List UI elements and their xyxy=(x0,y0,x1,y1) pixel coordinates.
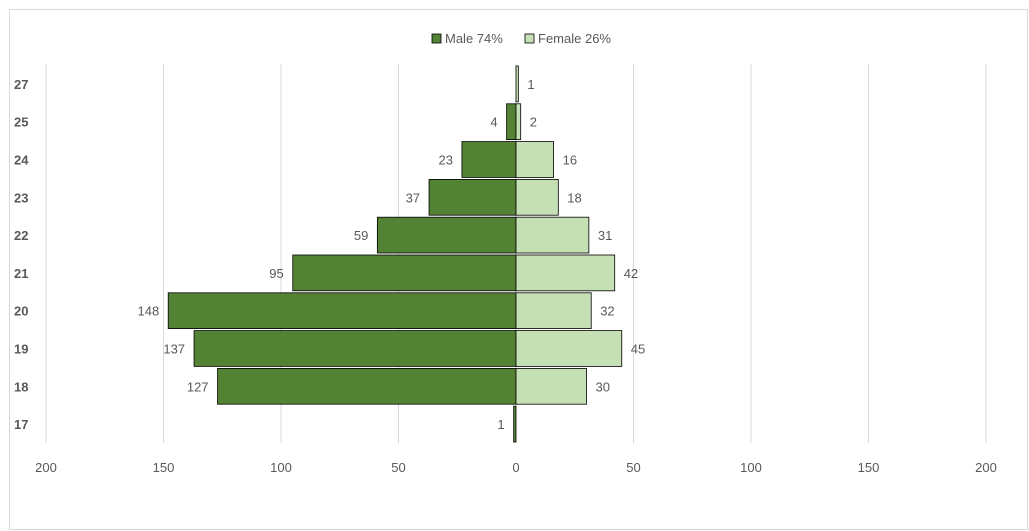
gridlines xyxy=(45,64,987,443)
y-category-label: 19 xyxy=(14,342,28,357)
male-bar xyxy=(292,254,517,292)
male-bar xyxy=(428,178,517,216)
y-category-label: 27 xyxy=(14,77,28,92)
x-tick-label: 50 xyxy=(626,460,640,475)
x-tick-label: 100 xyxy=(270,460,292,475)
male-data-label: 1 xyxy=(497,417,504,432)
male-data-label: 23 xyxy=(438,153,452,168)
x-tick-label: 200 xyxy=(975,460,997,475)
female-data-label: 1 xyxy=(527,77,534,92)
x-tick-label: 50 xyxy=(391,460,405,475)
female-data-label: 16 xyxy=(563,153,577,168)
male-data-label: 127 xyxy=(187,379,209,394)
x-tick-label: 0 xyxy=(512,460,519,475)
female-data-label: 30 xyxy=(596,379,610,394)
legend: Male 74% Female 26% xyxy=(431,31,611,46)
y-category-label: 17 xyxy=(14,417,28,432)
female-bar xyxy=(515,103,522,141)
y-category-label: 21 xyxy=(14,266,28,281)
female-data-label: 42 xyxy=(624,266,638,281)
female-bar xyxy=(515,254,616,292)
male-bar xyxy=(513,405,517,443)
y-category-label: 18 xyxy=(14,379,28,394)
x-tick-label: 100 xyxy=(740,460,762,475)
female-bar xyxy=(515,141,554,178)
male-bar xyxy=(167,292,517,329)
female-bar xyxy=(515,330,623,367)
legend-label-female: Female 26% xyxy=(538,31,611,46)
male-data-label: 148 xyxy=(137,304,159,319)
female-bar xyxy=(515,216,590,254)
legend-label-male: Male 74% xyxy=(445,31,503,46)
male-data-label: 4 xyxy=(490,115,497,130)
category-axis: 17 18 19 20 21 22 23 24 25 27 xyxy=(14,77,29,432)
female-bar xyxy=(515,65,519,103)
female-bar xyxy=(515,178,559,216)
female-data-label: 2 xyxy=(530,115,537,130)
female-bar xyxy=(515,292,592,329)
male-data-label: 37 xyxy=(406,190,420,205)
male-data-label: 59 xyxy=(354,228,368,243)
female-data-label: 18 xyxy=(567,190,581,205)
male-data-label: 95 xyxy=(269,266,283,281)
male-bar xyxy=(506,103,517,141)
female-data-label: 32 xyxy=(600,304,614,319)
male-data-label: 137 xyxy=(163,342,185,357)
y-category-label: 20 xyxy=(14,304,28,319)
female-data-label: 45 xyxy=(631,342,645,357)
bars xyxy=(167,65,623,443)
y-category-label: 24 xyxy=(14,153,29,168)
male-bar xyxy=(376,216,517,254)
y-category-label: 22 xyxy=(14,228,28,243)
y-category-label: 23 xyxy=(14,190,28,205)
female-data-label: 31 xyxy=(598,228,612,243)
male-bar xyxy=(217,367,517,405)
y-category-label: 25 xyxy=(14,115,28,130)
x-tick-label: 200 xyxy=(35,460,57,475)
male-bar xyxy=(193,330,517,367)
male-bar xyxy=(461,141,517,178)
value-axis: 200 150 100 50 0 50 100 150 200 xyxy=(35,460,997,475)
legend-swatch-female xyxy=(524,33,535,44)
female-bar xyxy=(515,367,587,405)
legend-swatch-male xyxy=(431,33,442,44)
x-tick-label: 150 xyxy=(858,460,880,475)
x-tick-label: 150 xyxy=(153,460,175,475)
